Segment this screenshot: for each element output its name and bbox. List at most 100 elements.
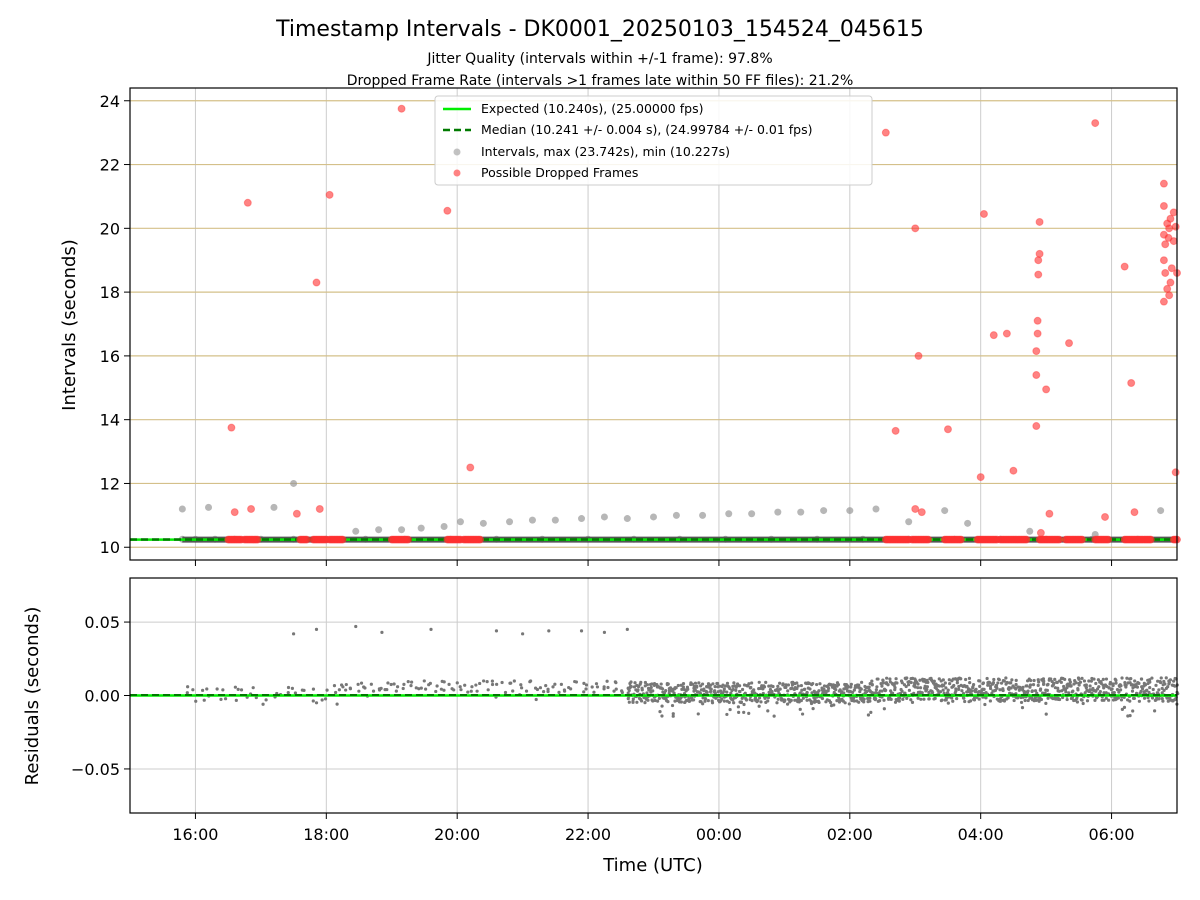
residual-point [1036,683,1040,687]
residual-point [968,681,972,685]
residual-point [584,687,588,691]
residual-point [799,683,803,688]
residual-point [936,688,940,692]
residual-point [1117,690,1121,694]
residual-point [885,676,889,680]
residual-point [732,681,736,685]
residual-point [988,681,992,685]
bottom-plot-frame [129,577,1178,814]
residual-point [1035,691,1039,695]
residual-point [901,697,905,701]
residual-point [891,691,895,695]
residual-point [750,681,754,685]
residual-point [775,701,779,705]
residual-point [302,688,306,692]
residual-point [810,691,814,695]
residual-point [1058,697,1062,702]
residual-point [690,682,695,686]
residual-point [942,683,946,688]
residual-point [721,683,725,687]
interval-point [205,503,213,511]
dropped-cluster-point [253,535,262,544]
residual-point [805,698,809,702]
bottom-y-tick-label: 0.05 [84,613,120,632]
residual-point [1142,696,1147,700]
residual-point [832,703,836,707]
residual-point [1044,701,1048,705]
residual-point [900,681,904,685]
residual-point [293,691,298,695]
residual-point [800,712,805,716]
residual-point [782,698,787,702]
residual-point [666,682,670,686]
residual-point [1087,679,1091,683]
residual-point [1085,699,1090,703]
residual-point [984,696,988,700]
dropped-point [1166,278,1175,287]
dropped-point [1120,262,1129,271]
dropped-point [466,463,475,472]
residual-point [729,691,733,695]
residual-point [439,687,443,691]
residual-outlier-point [429,627,433,632]
dropped-point [1091,119,1100,128]
residual-point [869,710,873,714]
residual-point [950,696,954,700]
residual-point [681,682,686,686]
residual-point [895,681,899,685]
residual-point [1116,696,1121,700]
residual-point [1156,679,1160,683]
residual-point [1057,689,1061,693]
residual-point [486,688,490,692]
residual-point [873,698,877,702]
residual-point [1129,683,1133,687]
residual-point [849,685,853,689]
residual-point [546,687,550,691]
residual-point [937,684,942,688]
residual-point [1014,678,1018,682]
dropped-point [1159,179,1168,188]
residual-point [713,691,717,695]
residual-point [957,687,961,692]
residual-point [962,696,966,700]
residual-point [1160,696,1164,701]
residual-point [1111,682,1115,686]
residual-point [553,682,557,686]
bottom-y-tick-label: −0.05 [71,760,120,779]
residual-point [1101,677,1105,682]
residual-point [941,678,945,682]
residual-point [633,681,637,685]
residual-point [1002,679,1006,683]
residual-point [1001,688,1005,693]
residual-point [750,699,754,703]
residual-point [392,682,396,686]
residual-point [424,687,428,691]
residual-point [700,682,705,686]
residual-point [799,698,803,703]
residual-point [919,697,923,701]
residual-point [695,684,699,688]
residual-point [853,686,857,690]
legend-intervals-label: Intervals, max (23.742s), min (10.227s) [481,144,730,159]
residual-point [1128,699,1132,703]
dropped-point [1161,240,1170,249]
residual-point [520,686,524,690]
residual-point [1071,689,1075,693]
residual-point [645,683,650,687]
residual-point [893,685,897,690]
residual-point [1055,680,1059,685]
residual-point [1112,690,1116,695]
residual-point [643,680,648,685]
residual-point [344,682,348,687]
residual-point [635,700,639,704]
dropped-point [1171,468,1180,477]
residual-point [916,696,920,700]
residual-point [785,702,790,706]
residual-point [924,689,928,693]
residual-point [734,688,738,692]
residual-point [1062,684,1066,689]
residual-point [922,697,926,701]
residual-point [897,699,901,703]
residual-point [239,688,244,692]
residual-point [1044,712,1048,716]
